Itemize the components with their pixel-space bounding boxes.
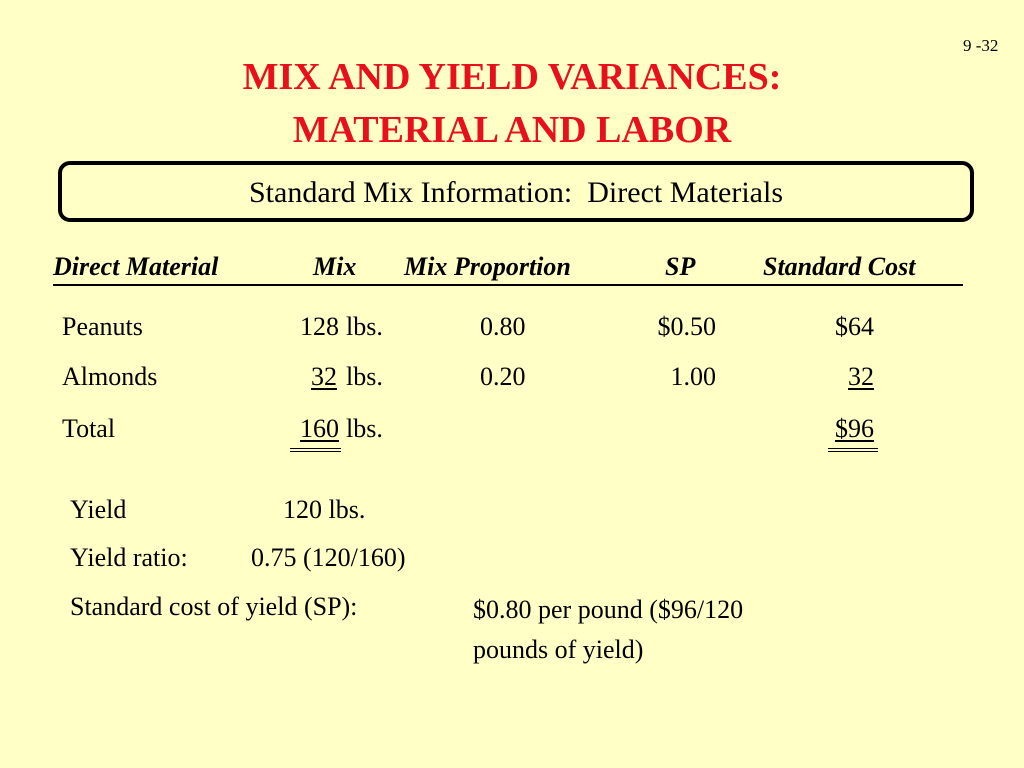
slide-number: 9 -32 [963, 36, 999, 55]
note-value: 0.75 (120/160) [251, 543, 406, 572]
mix: 160 [300, 414, 339, 443]
mix: 128 [300, 312, 339, 341]
box-heading: Standard Mix Information: Direct Materia… [248, 176, 784, 209]
double-rule [828, 448, 878, 452]
material: Almonds [62, 362, 158, 391]
double-rule [290, 448, 341, 452]
proportion: 0.20 [480, 362, 526, 391]
unit: lbs. [346, 312, 383, 341]
note-value: 120 lbs. [283, 495, 366, 524]
proportion: 0.80 [480, 312, 526, 341]
title-line: MIX AND YIELD VARIANCES: [242, 56, 782, 98]
column-header: Mix [313, 252, 357, 281]
unit: lbs. [346, 414, 383, 443]
cost: $96 [835, 414, 874, 443]
column-header: Direct Material [53, 252, 219, 281]
column-header: Mix Proportion [404, 252, 571, 281]
sp: $0.50 [657, 312, 717, 341]
material: Peanuts [62, 312, 143, 341]
unit: lbs. [346, 362, 383, 391]
cost: 32 [848, 362, 874, 391]
mix: 32 [311, 362, 337, 391]
note-label: Yield ratio: [70, 543, 188, 572]
note-value: $0.80 per pound ($96/120 [473, 595, 744, 624]
heading-box: Standard Mix Information: Direct Materia… [58, 161, 974, 222]
sp: 1.00 [670, 362, 717, 391]
column-header: Standard Cost [763, 252, 916, 281]
cost: $64 [835, 312, 874, 341]
note-label: Yield [70, 495, 127, 524]
material: Total [62, 414, 116, 443]
header-rule [53, 284, 963, 286]
column-header: SP [665, 252, 696, 281]
note-value: pounds of yield) [473, 635, 644, 664]
title-line: MATERIAL AND LABOR [292, 109, 732, 151]
note-label: Standard cost of yield (SP): [70, 592, 358, 621]
